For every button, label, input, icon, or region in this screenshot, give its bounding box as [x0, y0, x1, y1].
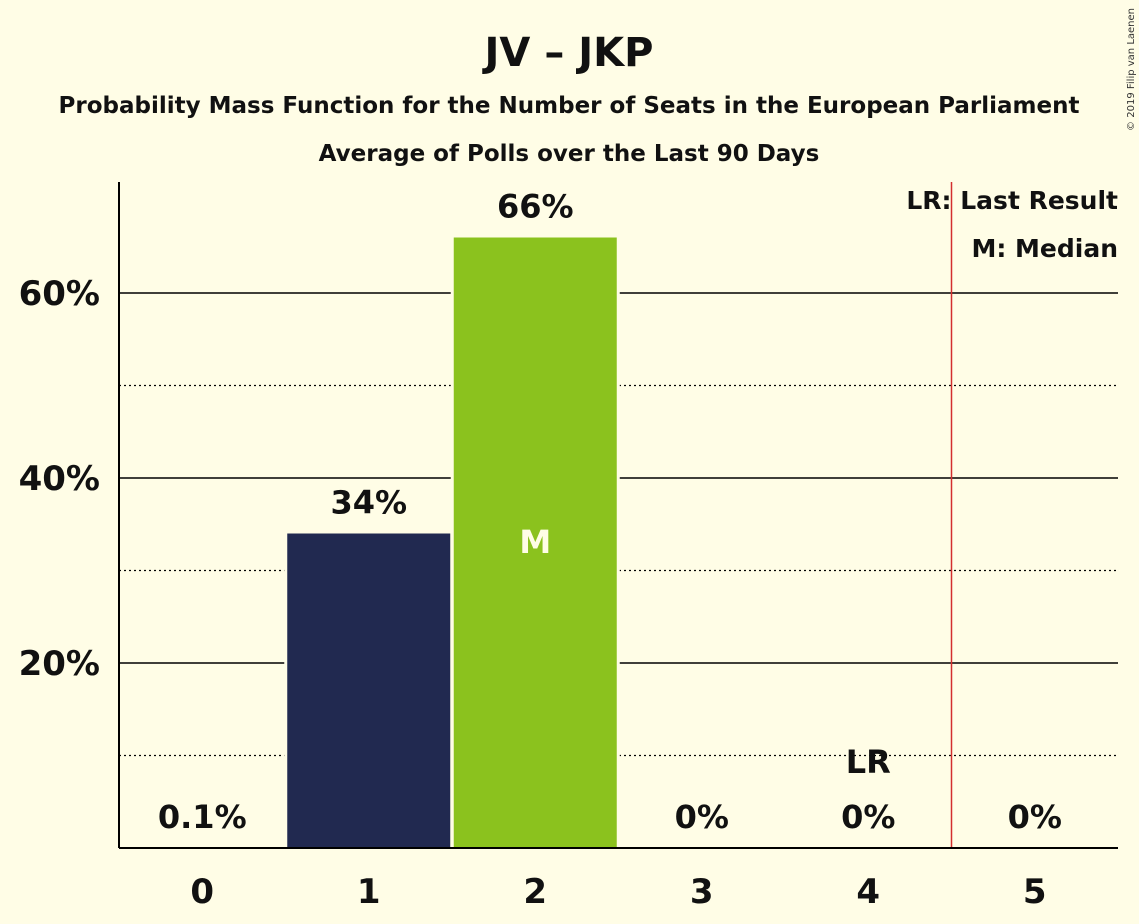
chart-subtitle: Probability Mass Function for the Number…: [59, 93, 1080, 119]
value-label-4: 0%: [841, 798, 895, 836]
x-tick-label: 4: [856, 872, 880, 912]
x-tick-label: 0: [190, 872, 214, 912]
value-label-2: 66%: [497, 188, 574, 226]
median-marker: M: [519, 523, 551, 561]
x-tick-label: 2: [523, 872, 547, 912]
bars-group: [117, 233, 620, 848]
legend-median: M: Median: [971, 234, 1118, 263]
value-label-1: 34%: [330, 484, 407, 522]
y-tick-label: 60%: [19, 274, 100, 314]
value-labels-group: 0.1% 34% 66% 0% 0% 0%: [158, 188, 1062, 837]
y-tick-label: 20%: [19, 644, 100, 684]
x-tick-label: 3: [690, 872, 714, 912]
chart-subtitle-2: Average of Polls over the Last 90 Days: [319, 141, 820, 167]
markers-group: M LR: [519, 182, 953, 848]
x-tick-label: 5: [1023, 872, 1047, 912]
value-label-0: 0.1%: [158, 798, 247, 836]
x-tick-label: 1: [357, 872, 381, 912]
value-label-5: 0%: [1008, 798, 1062, 836]
value-label-3: 0%: [675, 798, 729, 836]
chart-title: JV – JKP: [482, 30, 654, 76]
y-tick-label: 40%: [19, 459, 100, 499]
axes-group: [118, 182, 1118, 849]
bar-gap: [117, 843, 287, 848]
bar-2: [453, 237, 617, 848]
bar-1: [287, 533, 451, 848]
tick-labels-group: 20% 40% 60% 0 1 2 3 4 5: [19, 274, 1047, 912]
last-result-marker: LR: [846, 743, 891, 781]
copyright-text: © 2019 Filip van Laenen: [1126, 8, 1137, 131]
legend-last-result: LR: Last Result: [906, 186, 1118, 215]
